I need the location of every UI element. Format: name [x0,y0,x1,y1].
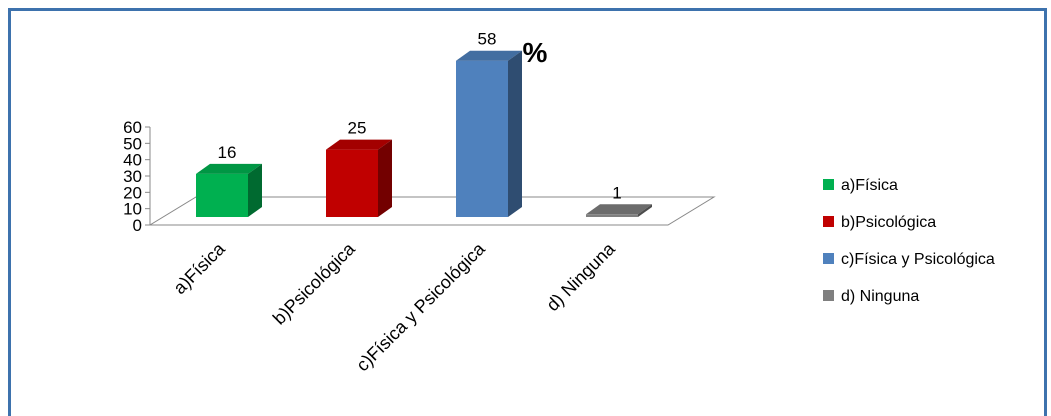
legend-swatch [823,290,834,301]
bars-group: 16 25 58 1 [196,30,652,217]
x-category-label: c)Física y Psicológica [352,238,489,375]
chart-floor-outline [148,196,716,226]
legend-item: a)Física [823,177,898,194]
chart-frame [8,8,1047,416]
legend-swatch [823,179,834,190]
legend-label: a)Física [841,177,898,194]
y-tick-label: 20 [123,183,142,202]
bar-top [586,204,652,215]
y-tick-label: 0 [133,216,142,235]
bar-top [196,163,262,174]
legend: a)Física b)Psicológica c)Física y Psicológ… [823,177,995,305]
data-label: 25 [348,119,367,138]
y-tick-label: 60 [123,118,142,137]
bar-side [638,204,652,217]
bar-4: 1 [586,183,652,217]
bar-front [326,149,378,217]
y-tick-label: 10 [123,200,142,219]
legend-swatch [823,216,834,227]
bar-3: 58 [456,30,522,217]
bar-side [378,139,392,217]
legend-item: d) Ninguna [823,288,919,305]
data-label: 1 [612,183,621,202]
legend-label: d) Ninguna [841,288,919,305]
legend-swatch [823,253,834,264]
y-tick-label: 40 [123,151,142,170]
data-label: 58 [478,30,497,49]
legend-item: c)Física y Psicológica [823,251,995,268]
x-category-label: d) Ninguna [542,238,619,315]
bar-front [196,173,248,217]
legend-label: b)Psicológica [841,214,936,231]
data-label: 16 [218,143,237,162]
bar-top [456,50,522,61]
x-category-label: a)Física [169,238,229,298]
legend-item: b)Psicológica [823,214,936,231]
chart-floor [148,196,716,226]
chart-title: % [523,37,548,68]
bar-top [326,139,392,150]
legend-label: c)Física y Psicológica [841,251,995,268]
y-tick-label: 30 [123,167,142,186]
x-category-label: b)Psicológica [269,238,360,329]
bar-front [456,60,508,217]
bar-2: 25 [326,119,392,217]
bar-1: 16 [196,143,262,217]
bar-front [586,214,638,217]
bar-side [508,50,522,217]
y-tick-label: 50 [123,134,142,153]
bar-side [248,163,262,217]
